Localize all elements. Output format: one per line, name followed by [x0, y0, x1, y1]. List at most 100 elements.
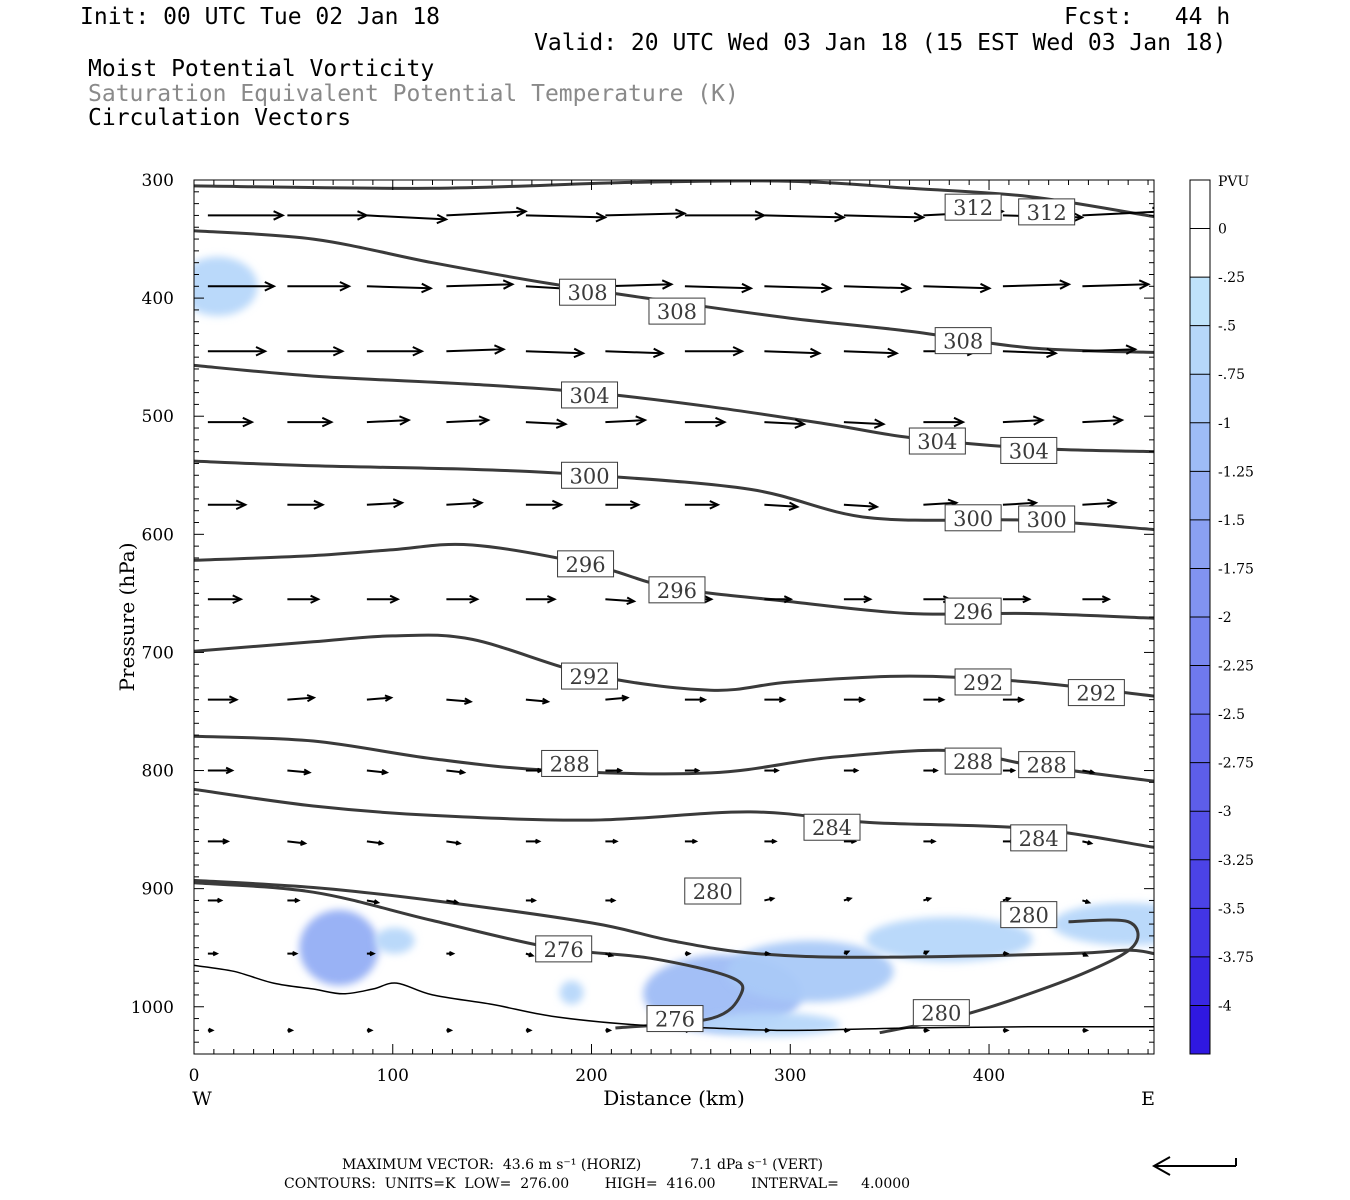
contour-label-box [1018, 751, 1076, 779]
contour-label: 308 [657, 300, 697, 324]
circulation-vector [366, 498, 405, 509]
circulation-vector [287, 416, 334, 428]
circulation-vector [287, 499, 325, 510]
contour-label-box [561, 381, 619, 409]
colorbar-swatch [1190, 228, 1210, 278]
colorbar-swatch [1190, 277, 1210, 326]
contour-label-box [944, 193, 1002, 221]
terrain-profile [194, 964, 1154, 1032]
circulation-vector [605, 415, 648, 426]
circulation-vector [605, 694, 630, 702]
contour-label: 308 [943, 330, 983, 354]
x-tick-label: 100 [377, 1066, 409, 1086]
contour-line-288-6 [194, 734, 1154, 783]
contour-label: 300 [1027, 508, 1067, 532]
circulation-vector [287, 346, 345, 357]
colorbar-label: 0 [1218, 222, 1227, 238]
circulation-vector [366, 694, 394, 702]
circulation-vector [446, 206, 528, 218]
circulation-vector [843, 896, 853, 902]
contour-label-box [908, 427, 966, 455]
field-title-pv: Moist Potential Vorticity [88, 56, 435, 82]
contour-label-box [684, 877, 742, 905]
circulation-vector [525, 499, 564, 510]
colorbar-title: PVU [1218, 174, 1250, 190]
contour-label: 280 [693, 880, 733, 904]
colorbar-swatch [1190, 908, 1210, 957]
circulation-vector [764, 767, 780, 774]
colorbar-swatch [1190, 374, 1210, 423]
circulation-vector [1002, 347, 1059, 359]
x-tick-label: 300 [774, 1066, 806, 1086]
contour-label: 288 [953, 750, 993, 774]
circulation-vector [1002, 279, 1072, 290]
pv-region-6 [865, 916, 1033, 962]
circulation-vector [287, 594, 321, 604]
circulation-vector [207, 838, 231, 845]
circulation-vector [605, 897, 617, 904]
circulation-vector [923, 838, 937, 845]
contour-label: 288 [550, 752, 590, 776]
circulation-vector [605, 347, 665, 359]
colorbar-label: -1 [1218, 416, 1232, 432]
circulation-vector [287, 1027, 295, 1034]
circulation-vector [764, 595, 794, 604]
y-tick-label: 600 [142, 525, 174, 545]
y-tick-label: 900 [142, 880, 174, 900]
contour-label: 304 [917, 430, 957, 454]
contour-label: 292 [569, 665, 609, 689]
circulation-vector [366, 213, 449, 225]
circulation-vector [207, 766, 235, 775]
circulation-vector [1002, 595, 1032, 604]
x-axis-west-label: W [192, 1088, 212, 1110]
circulation-vector [1082, 415, 1125, 426]
circulation-vector [764, 212, 846, 223]
x-axis-label: Distance (km) [603, 1086, 745, 1110]
circulation-vector [525, 347, 586, 359]
colorbar-label: -.5 [1218, 319, 1236, 335]
valid-time: Valid: 20 UTC Wed 03 Jan 18 (15 EST Wed … [534, 30, 1227, 56]
circulation-vector [843, 282, 913, 294]
contour-label-box [1010, 824, 1068, 852]
circulation-vector [605, 952, 615, 958]
y-tick-label: 400 [142, 289, 174, 309]
reference-vector [1151, 1156, 1237, 1176]
circulation-vector [366, 1027, 374, 1034]
pv-region-1 [299, 909, 379, 986]
circulation-vector [525, 897, 537, 904]
contour-label: 292 [1076, 682, 1116, 706]
init-time: Init: 00 UTC Tue 02 Jan 18 [80, 4, 441, 30]
circulation-vector [525, 212, 608, 223]
y-tick-label: 500 [142, 407, 174, 427]
circulation-vector [446, 498, 484, 509]
axes: 300 400 500 600 700 800 900 1000 0 100 200 300 400 [131, 171, 1154, 1086]
y-tick-label: 700 [142, 643, 174, 663]
contour-label: 292 [963, 671, 1003, 695]
x-tick-label: 200 [575, 1066, 607, 1086]
colorbar-swatch [1190, 519, 1210, 569]
circulation-vector [1082, 1027, 1090, 1034]
circulation-vector [923, 1027, 931, 1034]
contour-label: 284 [1019, 827, 1059, 851]
contour-label: 288 [1027, 754, 1067, 778]
circulation-vector [1082, 899, 1092, 904]
circulation-vector [207, 897, 224, 904]
circulation-vector [764, 347, 822, 359]
colorbar-swatch [1190, 859, 1210, 909]
circulation-vector [525, 952, 535, 958]
contour-label: 296 [657, 579, 697, 603]
contour-label-box [557, 550, 615, 578]
circulation-vector [207, 416, 255, 428]
circulation-vector [684, 282, 754, 294]
circulation-vector [605, 1027, 613, 1034]
colorbar-label: -1.75 [1218, 561, 1254, 577]
circulation-vector [287, 897, 301, 904]
contour-info-note: CONTOURS: UNITS=K LOW= 276.00 HIGH= 416.… [284, 1176, 911, 1192]
circulation-vector [525, 418, 568, 429]
circulation-vector [287, 840, 308, 846]
contour-label-box [648, 297, 706, 325]
contour-label: 280 [1009, 904, 1049, 928]
circulation-vector [446, 697, 473, 705]
circulation-vector [843, 950, 851, 956]
